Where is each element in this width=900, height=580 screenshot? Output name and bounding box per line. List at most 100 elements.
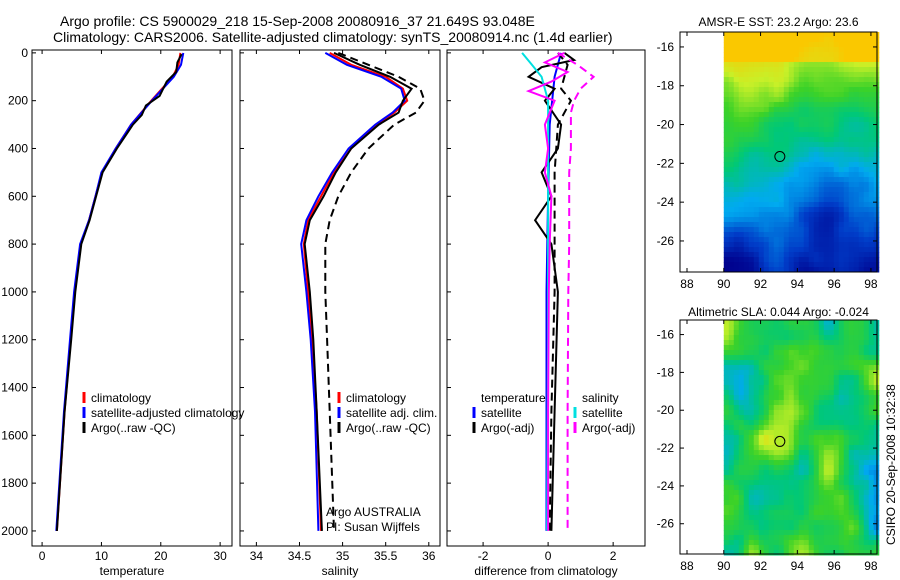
heatmap-cell bbox=[778, 370, 785, 376]
heatmap-cell bbox=[838, 520, 845, 526]
heatmap-cell bbox=[808, 480, 815, 486]
heatmap-cell bbox=[738, 375, 745, 381]
heatmap-cell bbox=[823, 222, 830, 228]
heatmap-cell bbox=[818, 162, 825, 168]
heatmap-cell bbox=[868, 330, 875, 336]
heatmap-cell bbox=[823, 242, 830, 248]
heatmap-cell bbox=[798, 87, 805, 93]
heatmap-cell bbox=[863, 92, 870, 98]
heatmap-cell bbox=[758, 102, 765, 108]
heatmap-cell bbox=[758, 107, 765, 113]
heatmap-cell bbox=[788, 375, 795, 381]
y-tick-label: 2000 bbox=[1, 524, 28, 538]
heatmap-cell bbox=[763, 127, 770, 133]
heatmap-cell bbox=[743, 520, 750, 526]
heatmap-cell bbox=[818, 325, 825, 331]
heatmap-cell bbox=[773, 77, 780, 83]
heatmap-cell bbox=[858, 152, 865, 158]
heatmap-cell bbox=[813, 242, 820, 248]
heatmap-cell bbox=[748, 167, 755, 173]
legend-item-label: Argo(..raw -QC) bbox=[346, 421, 431, 435]
heatmap-cell bbox=[763, 330, 770, 336]
heatmap-cell bbox=[868, 515, 875, 521]
heatmap-cell bbox=[758, 485, 765, 491]
heatmap-cell bbox=[723, 77, 730, 83]
heatmap-cell bbox=[843, 137, 850, 143]
heatmap-cell bbox=[813, 400, 820, 406]
heatmap-cell bbox=[813, 450, 820, 456]
heatmap-cell bbox=[853, 172, 860, 178]
heatmap-cell bbox=[868, 202, 875, 208]
heatmap-cell bbox=[738, 82, 745, 88]
heatmap-cell bbox=[748, 147, 755, 153]
heatmap-cell bbox=[758, 550, 765, 556]
heatmap-cell bbox=[733, 380, 740, 386]
heatmap-cell bbox=[783, 182, 790, 188]
heatmap-cell bbox=[868, 465, 875, 471]
heatmap-cell bbox=[858, 32, 865, 38]
heatmap-cell bbox=[753, 490, 760, 496]
heatmap-cell bbox=[788, 510, 795, 516]
heatmap-cell bbox=[723, 107, 730, 113]
heatmap-cell bbox=[868, 127, 875, 133]
heatmap-cell bbox=[748, 465, 755, 471]
heatmap-cell bbox=[868, 350, 875, 356]
heatmap-cell bbox=[823, 172, 830, 178]
heatmap-cell bbox=[748, 365, 755, 371]
heatmap-cell bbox=[743, 77, 750, 83]
heatmap-cell bbox=[728, 157, 735, 163]
heatmap-cell bbox=[858, 445, 865, 451]
heatmap-cell bbox=[748, 77, 755, 83]
heatmap-cell bbox=[748, 122, 755, 128]
heatmap-cell bbox=[863, 242, 870, 248]
heatmap-cell bbox=[773, 47, 780, 53]
heatmap-cell bbox=[748, 415, 755, 421]
heatmap-cell bbox=[758, 480, 765, 486]
heatmap-cell bbox=[813, 167, 820, 173]
heatmap-cell bbox=[773, 495, 780, 501]
heatmap-cell bbox=[828, 127, 835, 133]
heatmap-cell bbox=[838, 237, 845, 243]
heatmap-cell bbox=[828, 380, 835, 386]
heatmap-cell bbox=[778, 475, 785, 481]
heatmap-cell bbox=[758, 112, 765, 118]
heatmap-cell bbox=[788, 415, 795, 421]
heatmap-cell bbox=[853, 97, 860, 103]
heatmap-cell bbox=[803, 182, 810, 188]
heatmap-cell bbox=[843, 435, 850, 441]
heatmap-cell bbox=[753, 32, 760, 38]
heatmap-cell bbox=[748, 430, 755, 436]
heatmap-cell bbox=[818, 257, 825, 263]
heatmap-cell bbox=[793, 142, 800, 148]
heatmap-cell bbox=[763, 72, 770, 78]
heatmap-cell bbox=[838, 430, 845, 436]
heatmap-cell bbox=[788, 460, 795, 466]
axes-box bbox=[31, 49, 233, 547]
heatmap-cell bbox=[808, 42, 815, 48]
heatmap-cell bbox=[858, 52, 865, 58]
heatmap-cell bbox=[803, 480, 810, 486]
heatmap-cell bbox=[853, 132, 860, 138]
heatmap-cell bbox=[858, 102, 865, 108]
heatmap-cell bbox=[763, 335, 770, 341]
heatmap-cell bbox=[833, 515, 840, 521]
heatmap-cell bbox=[733, 62, 740, 68]
heatmap-cell bbox=[753, 485, 760, 491]
heatmap-cell bbox=[723, 147, 730, 153]
heatmap-cell bbox=[773, 57, 780, 63]
heatmap-cell bbox=[783, 375, 790, 381]
heatmap-cell bbox=[803, 325, 810, 331]
heatmap-cell bbox=[828, 330, 835, 336]
heatmap-cell bbox=[758, 455, 765, 461]
heatmap-cell bbox=[843, 320, 850, 326]
heatmap-cell bbox=[868, 525, 875, 531]
heatmap-cell bbox=[833, 202, 840, 208]
heatmap-cell bbox=[828, 227, 835, 233]
heatmap-cell bbox=[748, 72, 755, 78]
heatmap-cell bbox=[723, 540, 730, 546]
heatmap-cell bbox=[723, 385, 730, 391]
heatmap-cell bbox=[768, 475, 775, 481]
heatmap-cell bbox=[808, 495, 815, 501]
y-tick-label: 1600 bbox=[1, 428, 28, 442]
heatmap-cell bbox=[813, 345, 820, 351]
